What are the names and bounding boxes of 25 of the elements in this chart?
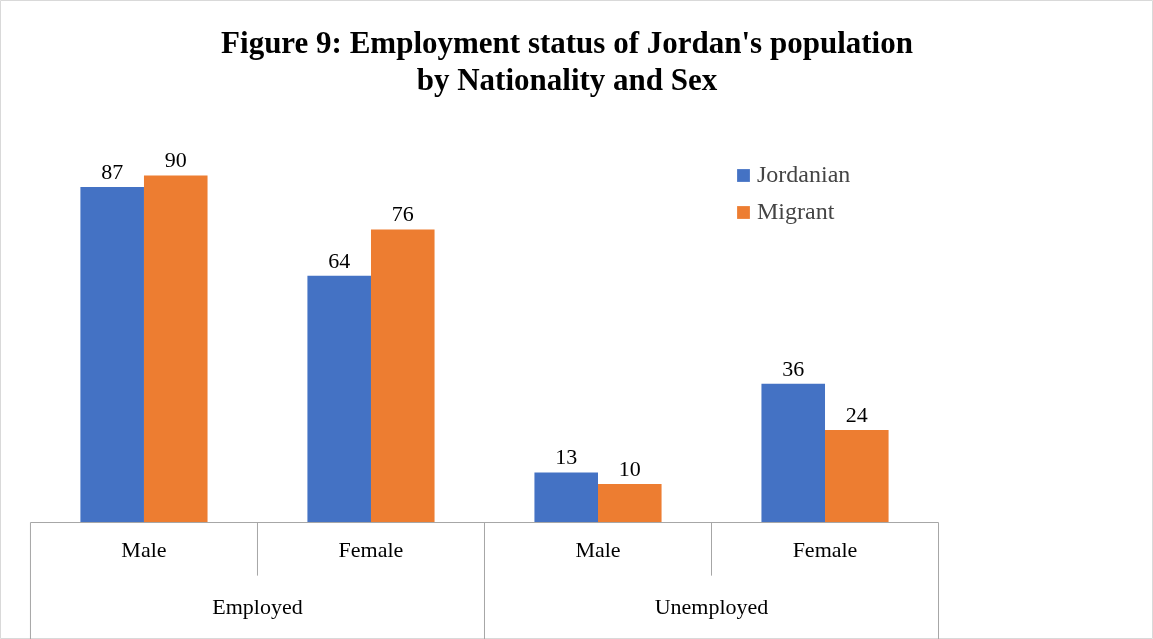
x-tick-label: Male — [575, 536, 621, 562]
x-tick-label: Male — [121, 536, 167, 562]
x-tick-label: Female — [792, 536, 858, 562]
data-label: 24 — [845, 401, 868, 427]
data-label: 64 — [328, 247, 351, 273]
data-label: 76 — [391, 201, 414, 227]
text: Employed — [212, 594, 303, 620]
legend-label: Jordanian — [757, 161, 851, 188]
legend-label: Migrant — [757, 198, 835, 225]
chart-title: Figure 9: Employment status of Jordan's population by Nationality and Sex — [221, 25, 913, 97]
x-tick-label: Female — [338, 536, 404, 562]
data-label: 87 — [101, 159, 124, 185]
text: Unemployed — [654, 594, 769, 620]
bar — [307, 275, 371, 523]
bar — [534, 472, 598, 523]
bar — [370, 229, 435, 523]
bar — [598, 483, 662, 523]
data-label: 90 — [164, 147, 187, 173]
bar — [825, 429, 889, 523]
data-label: 36 — [782, 355, 805, 381]
data-label: 10 — [618, 455, 641, 481]
data-label: 13 — [555, 444, 578, 470]
bar — [80, 187, 144, 523]
bar — [761, 383, 826, 523]
bar — [143, 175, 208, 523]
